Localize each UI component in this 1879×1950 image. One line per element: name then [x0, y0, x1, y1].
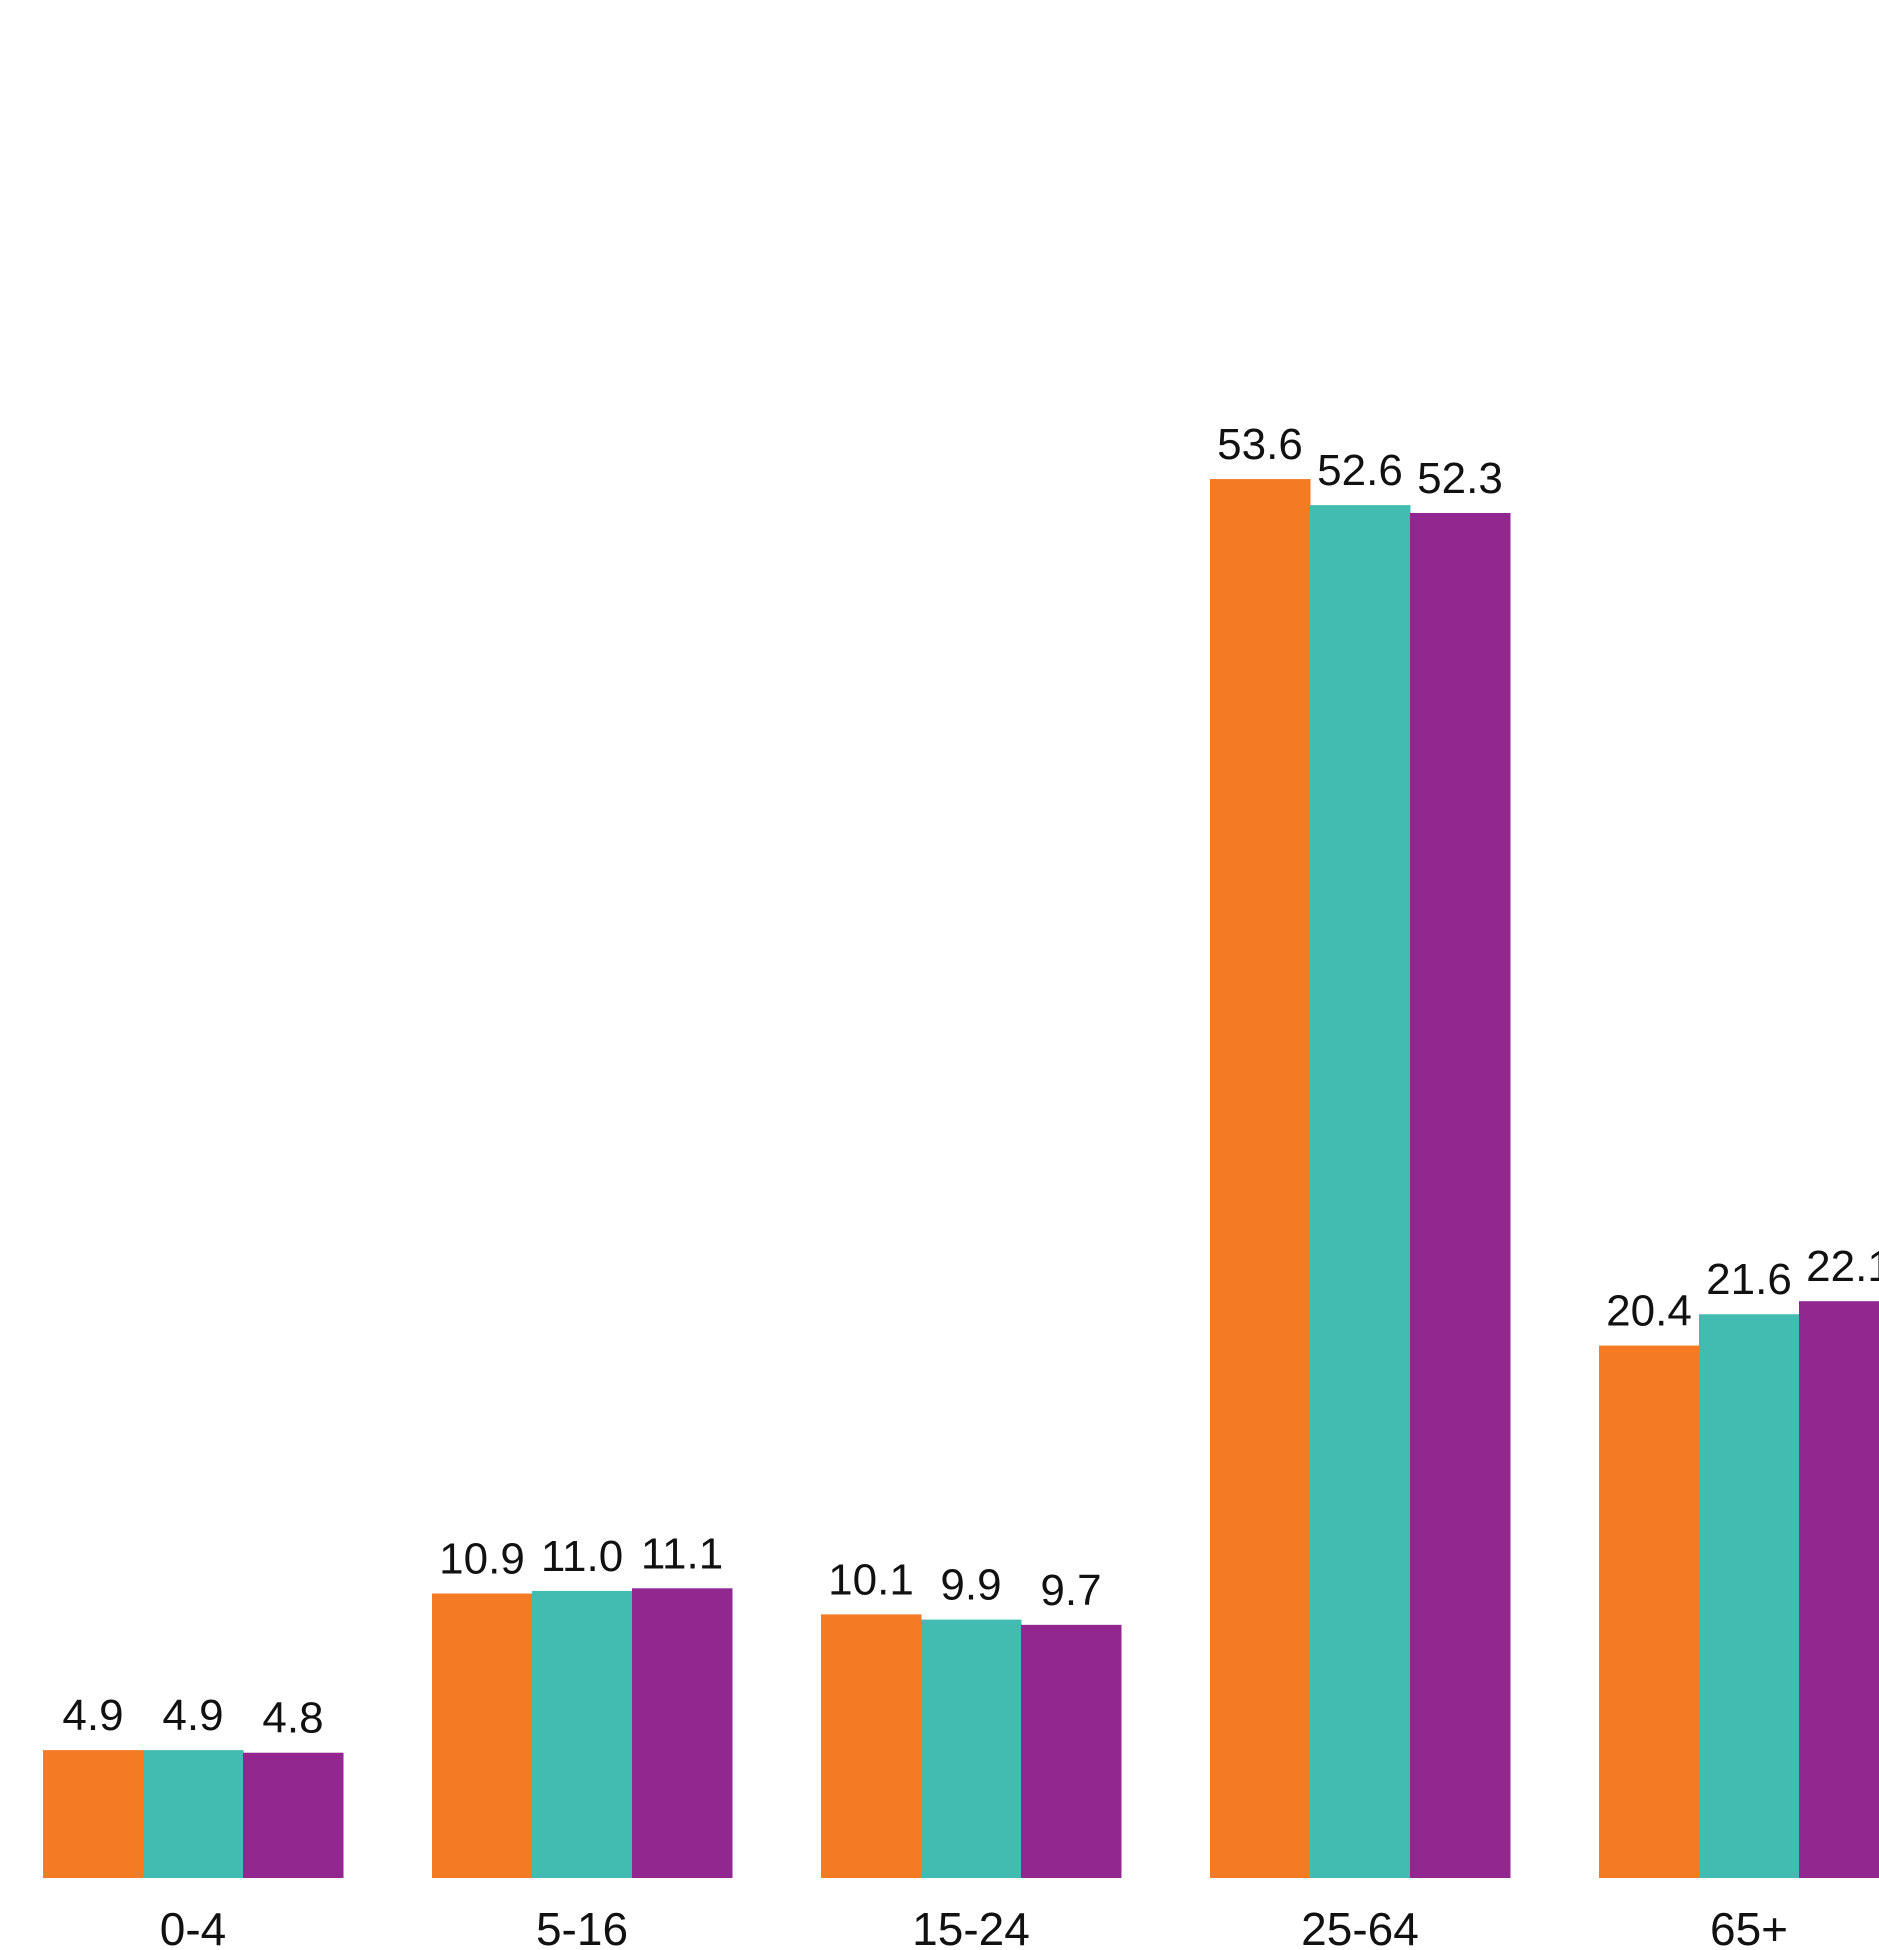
data-label: 10.1: [828, 1555, 914, 1604]
data-label-group: 4.9 4.9 4.8 10.9 11.0 11.1 10.1 9.9 9.7 53.6 52.6 5…: [62, 420, 1879, 1743]
bar-5-16-series-1: [432, 1593, 533, 1878]
bar-65+-series-2: [1699, 1314, 1800, 1878]
data-label: 52.6: [1317, 446, 1403, 495]
data-label: 9.7: [1040, 1566, 1101, 1615]
data-label: 21.6: [1706, 1255, 1792, 1304]
x-tick-label: 65+: [1710, 1903, 1788, 1950]
data-label: 11.0: [541, 1532, 623, 1581]
data-label: 10.9: [439, 1535, 525, 1584]
x-tick-label: 15-24: [912, 1903, 1030, 1950]
data-label: 4.9: [62, 1691, 123, 1740]
bar-group: [43, 479, 1879, 1878]
bar-5-16-series-2: [532, 1590, 633, 1878]
bar-65+-series-1: [1599, 1345, 1700, 1878]
data-label: 53.6: [1217, 420, 1303, 469]
bar-25-64-series-1: [1210, 479, 1311, 1878]
data-label: 20.4: [1606, 1287, 1692, 1336]
bar-0-4-series-3: [243, 1752, 344, 1878]
x-tick-label: 0-4: [160, 1903, 226, 1950]
x-axis-tick-labels: 0-4 5-16 15-24 25-64 65+: [160, 1903, 1788, 1950]
data-label: 4.9: [162, 1691, 223, 1740]
bar-15-24-series-2: [921, 1619, 1022, 1878]
data-label: 4.8: [262, 1694, 323, 1743]
data-label: 22.1: [1806, 1242, 1879, 1291]
data-label: 11.1: [641, 1529, 723, 1578]
data-label: 9.9: [940, 1561, 1001, 1610]
bar-25-64-series-3: [1410, 512, 1511, 1878]
bar-15-24-series-1: [821, 1614, 922, 1878]
x-tick-label: 5-16: [536, 1903, 628, 1950]
bar-65+-series-3: [1799, 1301, 1879, 1878]
bar-5-16-series-3: [632, 1588, 733, 1878]
x-tick-label: 25-64: [1301, 1903, 1419, 1950]
bar-0-4-series-2: [143, 1750, 244, 1878]
bar-25-64-series-2: [1310, 505, 1411, 1878]
bar-15-24-series-3: [1021, 1624, 1122, 1878]
data-label: 52.3: [1417, 454, 1503, 503]
bar-0-4-series-1: [43, 1750, 144, 1878]
